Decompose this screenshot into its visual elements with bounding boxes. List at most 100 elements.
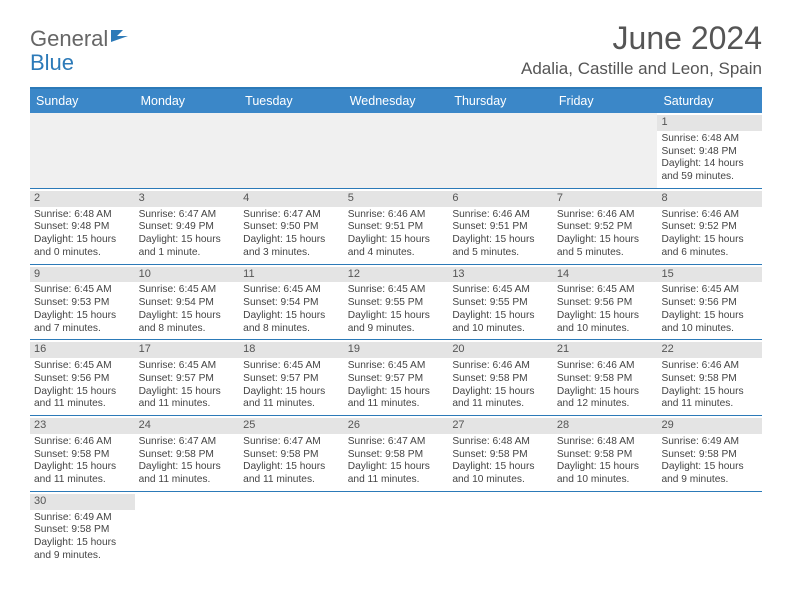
day-cell: 24Sunrise: 6:47 AMSunset: 9:58 PMDayligh… (135, 416, 240, 491)
daylight-text: Daylight: 15 hours and 11 minutes. (139, 386, 236, 412)
sunset-text: Sunset: 9:58 PM (34, 524, 131, 537)
daylight-text: Daylight: 15 hours and 5 minutes. (557, 234, 654, 260)
logo: General (30, 26, 136, 52)
day-number: 17 (135, 342, 240, 358)
daylight-text: Daylight: 15 hours and 11 minutes. (661, 386, 758, 412)
day-cell: 11Sunrise: 6:45 AMSunset: 9:54 PMDayligh… (239, 265, 344, 340)
sunset-text: Sunset: 9:53 PM (34, 297, 131, 310)
sunrise-text: Sunrise: 6:46 AM (557, 360, 654, 373)
sunrise-text: Sunrise: 6:49 AM (661, 436, 758, 449)
sunset-text: Sunset: 9:58 PM (348, 449, 445, 462)
daylight-text: Daylight: 15 hours and 11 minutes. (348, 461, 445, 487)
daylight-text: Daylight: 15 hours and 8 minutes. (243, 310, 340, 336)
day-header-row: SundayMondayTuesdayWednesdayThursdayFrid… (30, 89, 762, 113)
sunset-text: Sunset: 9:57 PM (243, 373, 340, 386)
daylight-text: Daylight: 15 hours and 5 minutes. (452, 234, 549, 260)
day-number: 25 (239, 418, 344, 434)
sunrise-text: Sunrise: 6:47 AM (139, 209, 236, 222)
daylight-text: Daylight: 15 hours and 9 minutes. (661, 461, 758, 487)
day-header: Saturday (657, 89, 762, 113)
day-cell: 12Sunrise: 6:45 AMSunset: 9:55 PMDayligh… (344, 265, 449, 340)
sunset-text: Sunset: 9:55 PM (452, 297, 549, 310)
day-header: Wednesday (344, 89, 449, 113)
day-cell: 6Sunrise: 6:46 AMSunset: 9:51 PMDaylight… (448, 189, 553, 264)
sunrise-text: Sunrise: 6:48 AM (452, 436, 549, 449)
sunrise-text: Sunrise: 6:45 AM (661, 284, 758, 297)
day-cell (239, 492, 344, 567)
day-number: 10 (135, 267, 240, 283)
daylight-text: Daylight: 15 hours and 8 minutes. (139, 310, 236, 336)
sunset-text: Sunset: 9:57 PM (348, 373, 445, 386)
daylight-text: Daylight: 15 hours and 9 minutes. (34, 537, 131, 563)
day-number: 21 (553, 342, 658, 358)
day-number: 9 (30, 267, 135, 283)
daylight-text: Daylight: 15 hours and 4 minutes. (348, 234, 445, 260)
daylight-text: Daylight: 15 hours and 10 minutes. (452, 310, 549, 336)
sunrise-text: Sunrise: 6:46 AM (34, 436, 131, 449)
daylight-text: Daylight: 15 hours and 10 minutes. (557, 310, 654, 336)
sunrise-text: Sunrise: 6:45 AM (348, 284, 445, 297)
day-cell: 25Sunrise: 6:47 AMSunset: 9:58 PMDayligh… (239, 416, 344, 491)
day-cell: 17 Sunrise: 6:45 AMSunset: 9:57 PMDayligh… (135, 340, 240, 415)
day-cell: 2Sunrise: 6:48 AMSunset: 9:48 PMDaylight… (30, 189, 135, 264)
daylight-text: Daylight: 15 hours and 11 minutes. (243, 386, 340, 412)
day-number: 22 (657, 342, 762, 358)
logo-text-general: General (30, 26, 108, 52)
day-cell: 1Sunrise: 6:48 AMSunset: 9:48 PMDaylight… (657, 113, 762, 188)
day-header: Tuesday (239, 89, 344, 113)
daylight-text: Daylight: 15 hours and 11 minutes. (452, 386, 549, 412)
day-cell: 18Sunrise: 6:45 AMSunset: 9:57 PMDayligh… (239, 340, 344, 415)
sunset-text: Sunset: 9:58 PM (452, 449, 549, 462)
sunrise-text: Sunrise: 6:45 AM (34, 360, 131, 373)
sunset-text: Sunset: 9:55 PM (348, 297, 445, 310)
day-number: 12 (344, 267, 449, 283)
sunset-text: Sunset: 9:54 PM (243, 297, 340, 310)
sunrise-text: Sunrise: 6:46 AM (557, 209, 654, 222)
daylight-text: Daylight: 15 hours and 11 minutes. (34, 461, 131, 487)
day-number: 27 (448, 418, 553, 434)
day-cell: 27Sunrise: 6:48 AMSunset: 9:58 PMDayligh… (448, 416, 553, 491)
day-cell: 8Sunrise: 6:46 AMSunset: 9:52 PMDaylight… (657, 189, 762, 264)
day-number: 26 (344, 418, 449, 434)
sunrise-text: Sunrise: 6:49 AM (34, 512, 131, 525)
sunrise-text: Sunrise: 6:45 AM (139, 284, 236, 297)
flag-icon (110, 26, 136, 52)
header: General June 2024 Adalia, Castille and L… (0, 0, 792, 87)
day-number: 6 (448, 191, 553, 207)
day-cell (448, 492, 553, 567)
sunset-text: Sunset: 9:58 PM (661, 373, 758, 386)
daylight-text: Daylight: 15 hours and 10 minutes. (661, 310, 758, 336)
sunset-text: Sunset: 9:51 PM (452, 221, 549, 234)
day-header: Monday (135, 89, 240, 113)
sunrise-text: Sunrise: 6:47 AM (139, 436, 236, 449)
day-number: 1 (657, 115, 762, 131)
day-cell (135, 113, 240, 188)
day-header: Thursday (448, 89, 553, 113)
day-number: 5 (344, 191, 449, 207)
sunset-text: Sunset: 9:49 PM (139, 221, 236, 234)
logo-text-blue: Blue (30, 50, 74, 76)
week-row: 2Sunrise: 6:48 AMSunset: 9:48 PMDaylight… (30, 189, 762, 265)
sunset-text: Sunset: 9:56 PM (34, 373, 131, 386)
day-cell: 5Sunrise: 6:46 AMSunset: 9:51 PMDaylight… (344, 189, 449, 264)
sunrise-text: Sunrise: 6:45 AM (348, 360, 445, 373)
sunset-text: Sunset: 9:57 PM (139, 373, 236, 386)
sunrise-text: Sunrise: 6:45 AM (139, 360, 236, 373)
day-cell: 9Sunrise: 6:45 AMSunset: 9:53 PMDaylight… (30, 265, 135, 340)
day-cell: 22Sunrise: 6:46 AMSunset: 9:58 PMDayligh… (657, 340, 762, 415)
sunset-text: Sunset: 9:58 PM (243, 449, 340, 462)
sunrise-text: Sunrise: 6:48 AM (34, 209, 131, 222)
day-cell: 7Sunrise: 6:46 AMSunset: 9:52 PMDaylight… (553, 189, 658, 264)
day-cell: 3Sunrise: 6:47 AMSunset: 9:49 PMDaylight… (135, 189, 240, 264)
day-cell (30, 113, 135, 188)
day-header: Friday (553, 89, 658, 113)
day-cell: 29Sunrise: 6:49 AMSunset: 9:58 PMDayligh… (657, 416, 762, 491)
sunset-text: Sunset: 9:58 PM (557, 373, 654, 386)
sunrise-text: Sunrise: 6:47 AM (243, 209, 340, 222)
day-number: 29 (657, 418, 762, 434)
daylight-text: Daylight: 14 hours and 59 minutes. (661, 158, 758, 184)
sunset-text: Sunset: 9:58 PM (34, 449, 131, 462)
day-cell: 14Sunrise: 6:45 AMSunset: 9:56 PMDayligh… (553, 265, 658, 340)
sunrise-text: Sunrise: 6:45 AM (557, 284, 654, 297)
sunrise-text: Sunrise: 6:47 AM (243, 436, 340, 449)
